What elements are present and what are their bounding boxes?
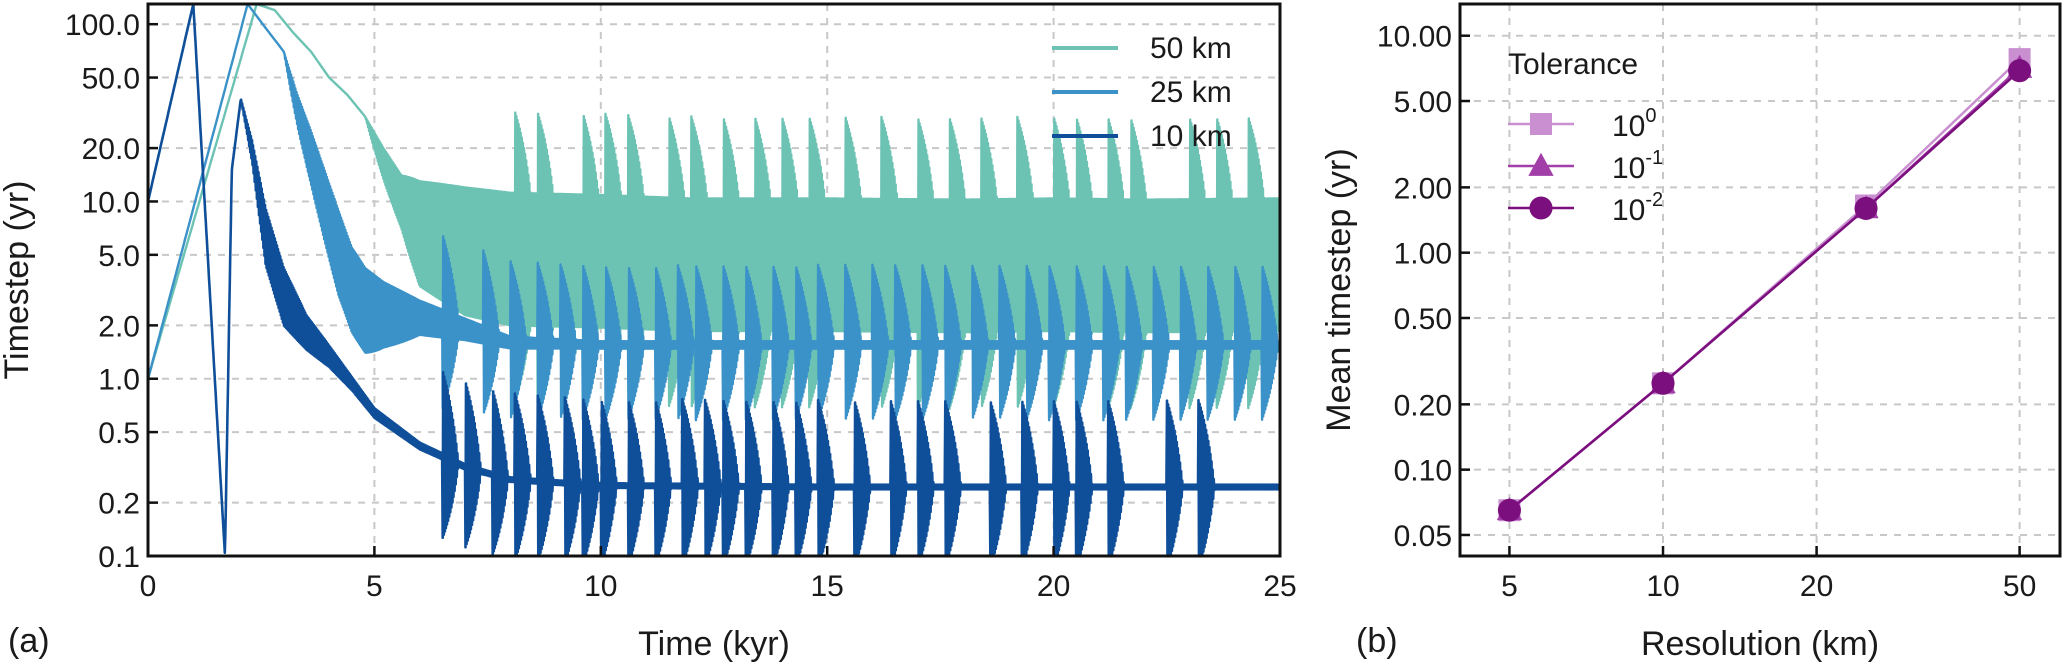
y-tick-label: 0.50 [1394,303,1452,336]
legend-marker [1528,153,1553,176]
panel-b-frame [1460,4,2060,556]
data-point [2008,59,2031,82]
panel-b-grid [1460,4,2060,556]
panel-b-series [1497,48,2032,522]
legend-label: 50 km [1150,32,1232,65]
y-tick-label: 0.10 [1394,455,1452,488]
legend-label: 10-1 [1612,147,1663,185]
y-tick-label: 0.2 [98,488,140,521]
x-tick-label: 50 [2003,570,2036,603]
legend-label: 10-2 [1612,189,1663,227]
y-tick-label: 10.00 [1377,21,1452,54]
y-tick-label: 50.0 [82,63,140,96]
y-tick-label: 5.0 [98,240,140,273]
y-tick-label: 5.00 [1394,86,1452,119]
series-line [1509,59,2019,510]
panel-a-series [148,4,1280,564]
legend-title: Tolerance [1508,48,1638,81]
y-tick-label: 1.00 [1394,238,1452,271]
panel-a-legend: 50 km 25 km 10 km [1052,32,1232,153]
x-tick-label: 5 [366,570,383,603]
x-tick-label: 10 [1646,570,1679,603]
y-tick-label: 0.1 [98,541,140,574]
series-line [1509,68,2019,510]
legend-label: 25 km [1150,76,1232,109]
legend-label: 100 [1612,105,1657,143]
y-tick-label: 2.00 [1394,172,1452,205]
x-tick-label: 15 [811,570,844,603]
x-tick-label: 20 [1800,570,1833,603]
y-tick-label: 100.0 [65,9,140,42]
panel-a-label: (a) [8,622,50,660]
panel-a: 0 5 10 15 20 25 0.1 0.2 0.5 1.0 2.0 5.0 10.0 20.0 50.0… [0,4,1297,663]
data-point [1498,499,1521,522]
y-tick-label: 10.0 [82,186,140,219]
panel-b-label: (b) [1356,622,1398,660]
x-tick-label: 25 [1263,570,1296,603]
panel-b-legend: Tolerance 100 10-1 10-2 [1508,48,1663,227]
x-tick-label: 10 [584,570,617,603]
y-tick-label: 0.05 [1394,520,1452,553]
x-tick-label: 5 [1501,570,1518,603]
tolerance-series-0 [1498,48,2030,521]
legend-label: 10 km [1150,120,1232,153]
panel-b-ticks: 5 10 20 50 0.05 0.10 0.20 0.50 1.00 2.00 5.00 10.00 [1377,21,2036,603]
y-tick-label: 1.0 [98,364,140,397]
y-tick-label: 20.0 [82,133,140,166]
legend-marker [1530,113,1552,135]
panel-b-x-axis-label: Resolution (km) [1641,625,1879,663]
tolerance-series--2 [1498,59,2031,522]
panel-b-y-axis-label: Mean timestep (yr) [1320,148,1358,431]
y-tick-label: 2.0 [98,310,140,343]
panel-b: 5 10 20 50 0.05 0.10 0.20 0.50 1.00 2.00 5.00 10.00… [1320,4,2060,663]
data-point [1651,372,1674,395]
y-tick-label: 0.5 [98,417,140,450]
data-point [1854,197,1877,220]
y-tick-label: 0.20 [1394,389,1452,422]
x-tick-label: 0 [140,570,157,603]
legend-marker [1529,196,1552,219]
panel-a-x-axis-label: Time (kyr) [638,625,790,663]
x-tick-label: 20 [1037,570,1070,603]
panel-a-y-axis-label: Timestep (yr) [0,181,36,380]
